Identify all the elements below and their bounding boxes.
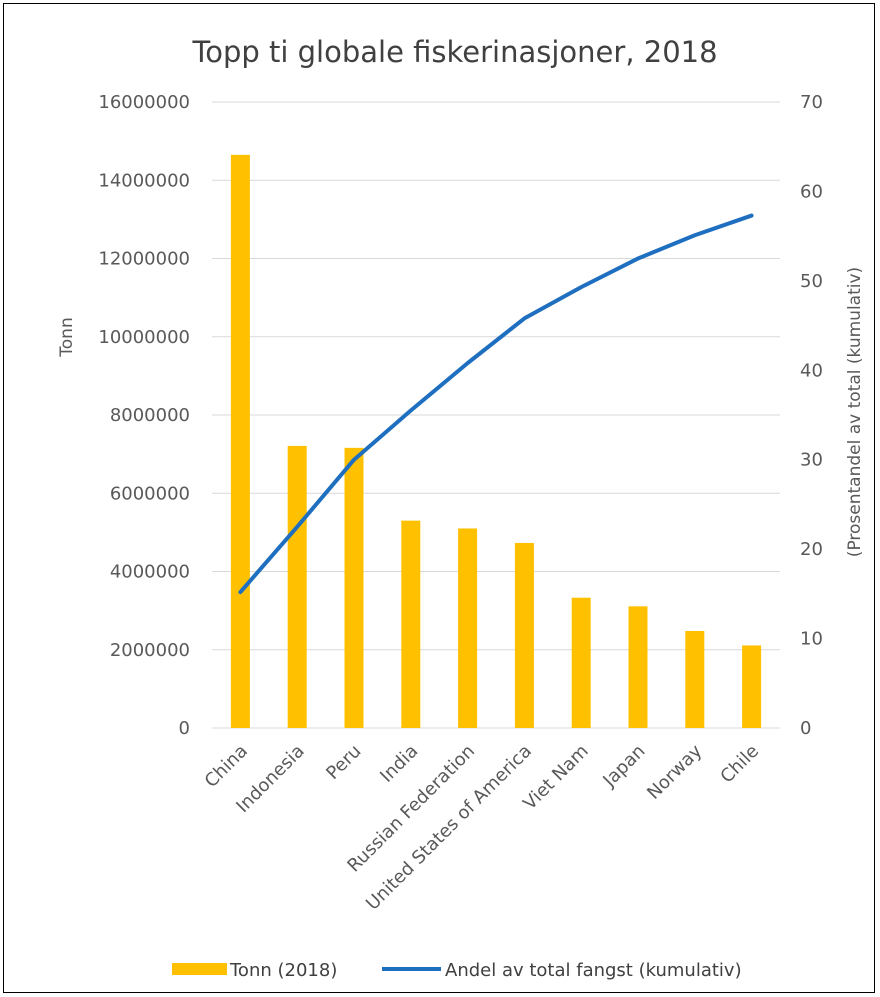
- chart-frame: [3, 3, 875, 993]
- bar-9: [742, 645, 762, 728]
- category-label: Chile: [716, 741, 763, 788]
- y2-tick-label: 50: [800, 271, 823, 292]
- category-label: India: [376, 741, 422, 787]
- bar-7: [628, 606, 648, 728]
- y2-tick-label: 0: [800, 718, 811, 739]
- y2-tick-label: 20: [800, 539, 823, 560]
- y-tick-label: 2000000: [110, 640, 190, 661]
- bar-5: [514, 542, 534, 728]
- bar-3: [401, 520, 421, 728]
- y2-tick-label: 40: [800, 360, 823, 381]
- y-tick-label: 14000000: [98, 170, 190, 191]
- bar-8: [685, 630, 705, 728]
- bar-0: [230, 154, 250, 729]
- y-tick-label: 8000000: [110, 405, 190, 426]
- line-series: [238, 213, 754, 595]
- legend-bar-label: Tonn (2018): [229, 960, 337, 981]
- legend-line-label: Andel av total fangst (kumulativ): [445, 960, 742, 981]
- y-tick-label: 16000000: [98, 92, 190, 113]
- y-tick-label: 0: [179, 718, 190, 739]
- y2-axis-title: (Prosentandel av total (kumulativ): [845, 267, 865, 557]
- y-tick-label: 6000000: [110, 483, 190, 504]
- y2-tick-label: 30: [800, 450, 823, 471]
- category-label: China: [201, 741, 252, 792]
- bar-2: [344, 447, 364, 728]
- bar-4: [458, 528, 478, 728]
- y2-tick-label: 60: [800, 181, 823, 202]
- y-tick-label: 10000000: [98, 327, 190, 348]
- y2-tick-label: 10: [800, 629, 823, 650]
- category-label: Norway: [643, 740, 706, 803]
- y-axis-title: Tonn: [57, 317, 77, 357]
- legend-bar-swatch: [172, 963, 227, 975]
- left-axis-ticks: 0 2000000 4000000 6000000 8000000 10000000 120…: [98, 92, 190, 739]
- bar-6: [571, 597, 591, 728]
- bar-1: [287, 445, 307, 728]
- chart-title: Topp ti globale fiskerinasjoner, 2018: [191, 35, 717, 69]
- y-tick-label: 12000000: [98, 249, 190, 270]
- cumulative-line: [238, 213, 754, 595]
- right-axis-ticks: 0 10 20 30 40 50 60 70: [800, 92, 823, 739]
- legend: Tonn (2018) Andel av total fangst (kumula…: [172, 960, 742, 981]
- y-tick-label: 4000000: [110, 562, 190, 583]
- category-label: Japan: [598, 741, 649, 792]
- y2-tick-label: 70: [800, 92, 823, 113]
- category-label: Peru: [322, 741, 365, 784]
